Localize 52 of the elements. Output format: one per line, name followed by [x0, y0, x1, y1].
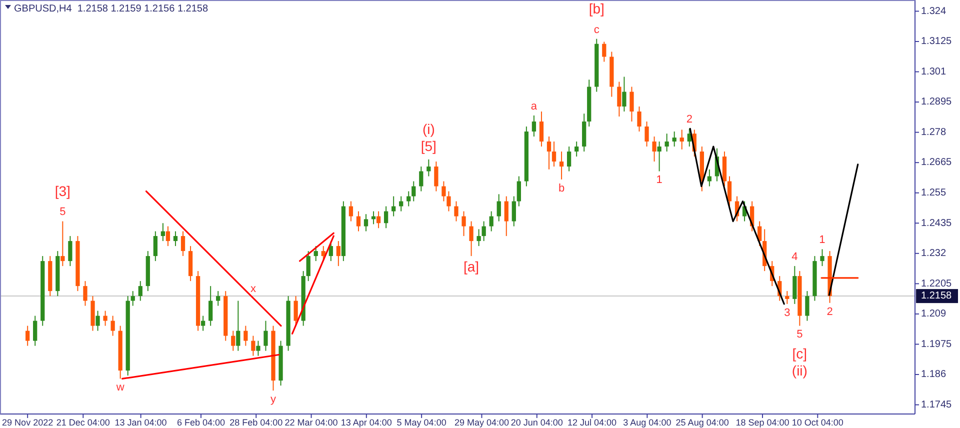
annotation: w	[115, 382, 124, 394]
y-tick-label: 1.1975	[921, 338, 952, 350]
annotation: (ii)	[792, 362, 808, 379]
annotation: (i)	[422, 121, 435, 138]
annotation: 2	[686, 114, 692, 126]
annotation: 1	[819, 234, 826, 246]
x-tick-label: 22 Mar 04:00	[284, 417, 338, 428]
y-tick-label: 1.2895	[921, 96, 952, 108]
x-tick-label: 20 Jun 04:00	[510, 417, 563, 428]
y-tick-label: 1.2205	[921, 278, 952, 290]
y-tick-label: 1.232	[921, 248, 946, 260]
annotation: 2	[826, 306, 833, 318]
x-tick-label: 21 Dec 04:00	[56, 417, 110, 428]
annotation: [3]	[54, 183, 70, 199]
x-tick-label: 5 May 04:00	[396, 417, 446, 428]
y-tick-label: 1.324	[921, 6, 946, 17]
annotation: y	[270, 393, 276, 406]
y-tick-label: 1.2665	[921, 157, 952, 168]
annotation: 1	[656, 174, 662, 186]
x-tick-label: 3 Aug 04:00	[623, 417, 672, 428]
x-tick-label: 10 Oct 04:00	[792, 417, 844, 428]
y-tick-label: 1.278	[921, 126, 946, 138]
x-tick-label: 13 Apr 04:00	[340, 417, 392, 428]
x-tick-label: 13 Jan 04:00	[114, 417, 167, 428]
annotation: [5]	[420, 138, 436, 154]
ref-line-label: 1.2158	[921, 290, 952, 302]
annotation: 4	[792, 250, 798, 263]
annotation: x	[250, 283, 256, 296]
x-tick-label: 18 Sep 04:00	[736, 417, 790, 428]
annotation: [c]	[792, 346, 808, 362]
x-tick-label: 29 Nov 2022	[2, 417, 54, 428]
annotation: 5	[796, 328, 803, 341]
x-tick-label: 6 Feb 04:00	[176, 417, 225, 428]
y-tick-label: 1.301	[921, 66, 946, 78]
x-tick-label: 28 Feb 04:00	[230, 417, 283, 428]
annotation: b	[558, 182, 565, 194]
x-tick-label: 12 Jul 04:00	[568, 417, 617, 428]
chart-title: GBPUSD,H4 1.2158 1.2159 1.2156 1.2158	[14, 4, 208, 15]
y-tick-label: 1.186	[921, 369, 946, 380]
annotation: 3	[784, 306, 790, 319]
x-tick-label: 25 Aug 04:00	[676, 417, 729, 428]
y-tick-label: 1.255	[921, 188, 946, 199]
x-tick-label: 29 May 04:00	[454, 417, 510, 428]
y-tick-label: 1.209	[921, 308, 946, 320]
annotation: [b]	[588, 0, 604, 17]
y-tick-label: 1.3125	[921, 36, 952, 48]
annotation: a	[530, 100, 538, 112]
annotation: c	[594, 24, 600, 36]
annotation: [a]	[464, 258, 480, 275]
annotation: 5	[60, 206, 66, 218]
y-tick-label: 1.1745	[921, 399, 952, 410]
y-tick-label: 1.2435	[921, 218, 952, 229]
